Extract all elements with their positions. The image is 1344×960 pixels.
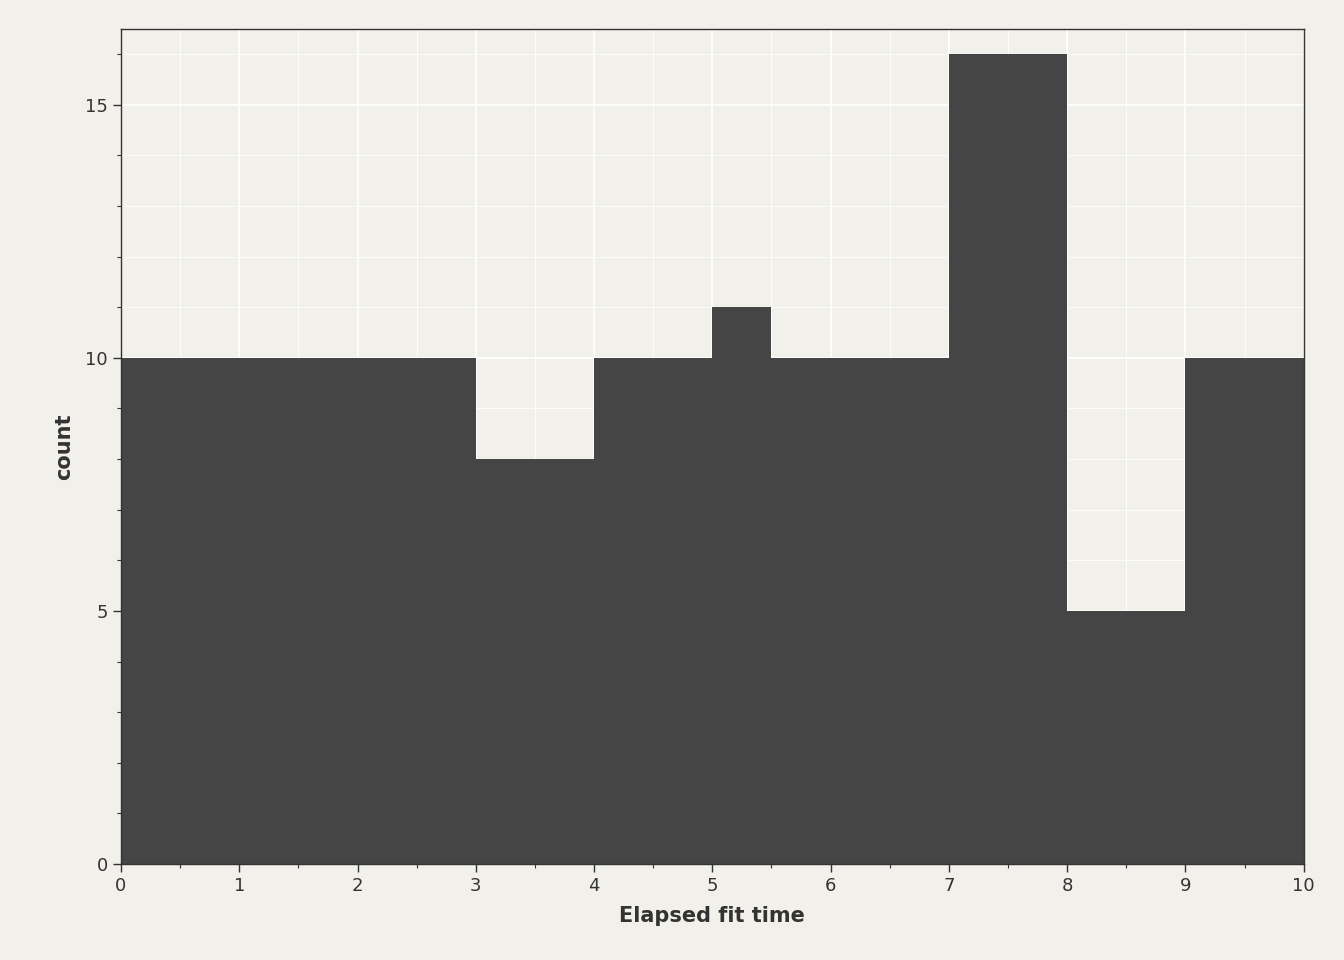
Bar xyxy=(653,358,712,864)
Bar xyxy=(298,358,358,864)
Bar xyxy=(1185,358,1245,864)
Bar xyxy=(771,358,831,864)
Bar xyxy=(712,307,771,864)
Bar xyxy=(890,358,949,864)
Bar xyxy=(239,358,298,864)
Bar xyxy=(358,358,417,864)
Bar xyxy=(594,358,653,864)
Bar xyxy=(1067,611,1126,864)
Bar xyxy=(1126,611,1185,864)
Bar xyxy=(949,54,1008,864)
Bar xyxy=(1245,358,1304,864)
Bar xyxy=(121,358,180,864)
Bar xyxy=(831,358,890,864)
Bar xyxy=(535,459,594,864)
X-axis label: Elapsed fit time: Elapsed fit time xyxy=(620,906,805,926)
Bar xyxy=(1008,54,1067,864)
Bar xyxy=(476,459,535,864)
Bar xyxy=(417,358,476,864)
Bar xyxy=(180,358,239,864)
Y-axis label: count: count xyxy=(54,413,74,480)
